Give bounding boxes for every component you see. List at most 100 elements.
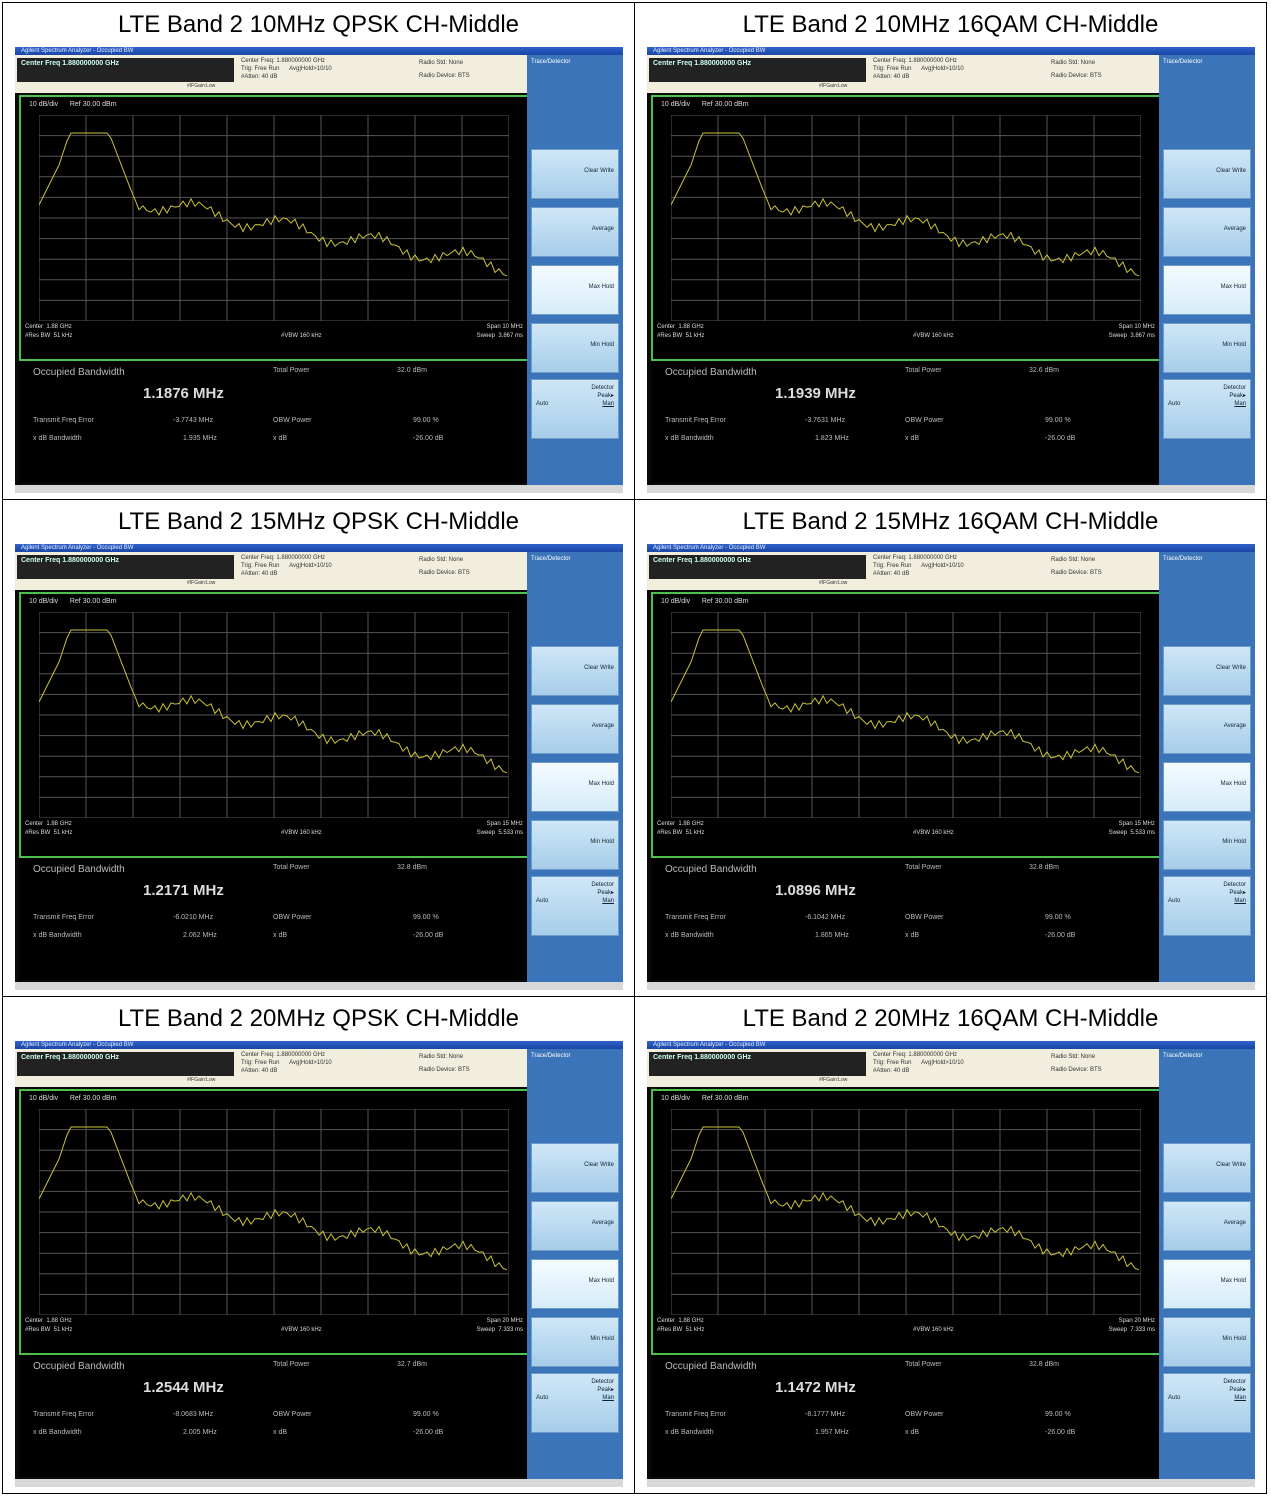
analyzer-screenshot: Agilent Spectrum Analyzer - Occupied BW …	[15, 1041, 623, 1487]
center-freq-block[interactable]: Center Freq 1.880000000 GHz	[649, 58, 866, 82]
clear-write-button[interactable]: Clear Write	[1163, 646, 1251, 696]
average-button[interactable]: Average	[1163, 704, 1251, 754]
obw-power-label: OBW Power	[905, 914, 944, 921]
sweep-label: Sweep 5.533 ms	[476, 830, 523, 836]
detector-button[interactable]: Detector Peak▸ Auto Man	[531, 876, 619, 936]
total-power-label: Total Power	[905, 367, 942, 374]
center-freq-block[interactable]: Center Freq 1.880000000 GHz	[17, 1052, 234, 1076]
min-hold-button[interactable]: Min Hold	[531, 323, 619, 373]
detector-button[interactable]: Detector Peak▸ Auto Man	[1163, 379, 1251, 439]
softkey-menu-title: Trace/Detector	[1163, 1053, 1203, 1059]
freq-error-label: Transmit Freq Error	[33, 914, 94, 921]
status-bar	[647, 982, 1255, 990]
obw-value: 1.1876 MHz	[143, 385, 224, 402]
obw-power-value: 99.00 %	[1045, 914, 1071, 921]
center-label: Center 1.88 GHz	[657, 1318, 704, 1324]
obw-value: 1.2544 MHz	[143, 1379, 224, 1396]
center-freq-block[interactable]: Center Freq 1.880000000 GHz	[17, 555, 234, 579]
clear-write-button[interactable]: Clear Write	[531, 646, 619, 696]
obw-power-value: 99.00 %	[1045, 1411, 1071, 1418]
total-power-label: Total Power	[273, 367, 310, 374]
min-hold-button[interactable]: Min Hold	[1163, 820, 1251, 870]
vbw-label: #VBW 160 kHz	[913, 1327, 954, 1333]
detector-auto: Auto	[536, 898, 549, 904]
obw-value: 1.1472 MHz	[775, 1379, 856, 1396]
ref-level: 10 dB/div Ref 30.00 dBm	[661, 1095, 749, 1102]
detector-button[interactable]: Detector Peak▸ Auto Man	[531, 1373, 619, 1433]
detector-label: Detector	[591, 1379, 614, 1385]
center-label: Center 1.88 GHz	[657, 821, 704, 827]
detector-button[interactable]: Detector Peak▸ Auto Man	[1163, 876, 1251, 936]
min-hold-button[interactable]: Min Hold	[1163, 1317, 1251, 1367]
total-power-label: Total Power	[905, 1361, 942, 1368]
max-hold-button[interactable]: Max Hold	[1163, 1259, 1251, 1309]
detector-auto-man: Auto Man	[1164, 400, 1246, 408]
x-db-bandwidth-value: 1.935 MHz	[183, 435, 217, 442]
x-db-label: x dB	[273, 1429, 288, 1436]
max-hold-button[interactable]: Max Hold	[531, 265, 619, 315]
min-hold-button[interactable]: Min Hold	[1163, 323, 1251, 373]
detector-label: Detector	[1223, 385, 1246, 391]
sweep-label: Sweep 5.533 ms	[1108, 830, 1155, 836]
detector-peak: Peak▸	[597, 890, 614, 896]
detector-button[interactable]: Detector Peak▸ Auto Man	[531, 379, 619, 439]
max-hold-button[interactable]: Max Hold	[531, 1259, 619, 1309]
ref-level: 10 dB/div Ref 30.00 dBm	[29, 101, 117, 108]
vbw-label: #VBW 160 kHz	[281, 1327, 322, 1333]
freq-error-label: Transmit Freq Error	[665, 914, 726, 921]
softkey-panel: Trace/Detector Clear Write Average Max H…	[527, 1049, 623, 1479]
detector-auto-man: Auto Man	[532, 400, 614, 408]
obw-power-value: 99.00 %	[1045, 417, 1071, 424]
detector-man: Man	[1234, 401, 1246, 407]
window-title: Agilent Spectrum Analyzer - Occupied BW	[653, 48, 766, 54]
measurement-panel: Occupied Bandwidth 1.1472 MHz Total Powe…	[651, 1355, 1159, 1477]
freq-error-label: Transmit Freq Error	[33, 1411, 94, 1418]
spectrum-plot: 10 dB/div Ref 30.00 dBm Center 1.88 GHz …	[19, 1089, 529, 1355]
average-button[interactable]: Average	[531, 1201, 619, 1251]
total-power-value: 32.8 dBm	[1029, 864, 1059, 871]
average-button[interactable]: Average	[531, 207, 619, 257]
center-freq-block[interactable]: Center Freq 1.880000000 GHz	[649, 555, 866, 579]
spectrum-trace	[39, 629, 508, 774]
softkey-panel: Trace/Detector Clear Write Average Max H…	[1159, 1049, 1255, 1479]
vbw-label: #VBW 160 kHz	[281, 830, 322, 836]
status-bar	[15, 485, 623, 493]
min-hold-button[interactable]: Min Hold	[531, 1317, 619, 1367]
panel-title: LTE Band 2 10MHz 16QAM CH-Middle	[742, 11, 1159, 38]
center-freq-block[interactable]: Center Freq 1.880000000 GHz	[649, 1052, 866, 1076]
max-hold-button[interactable]: Max Hold	[1163, 265, 1251, 315]
sweep-label: Sweep 7.333 ms	[1108, 1327, 1155, 1333]
x-db-bandwidth-value: 1.957 MHz	[815, 1429, 849, 1436]
panel-title: LTE Band 2 20MHz QPSK CH-Middle	[117, 1005, 520, 1032]
softkey-panel: Trace/Detector Clear Write Average Max H…	[527, 55, 623, 485]
clear-write-button[interactable]: Clear Write	[1163, 149, 1251, 199]
x-db-label: x dB	[905, 1429, 920, 1436]
average-button[interactable]: Average	[1163, 1201, 1251, 1251]
spectrum-plot: 10 dB/div Ref 30.00 dBm Center 1.88 GHz …	[19, 592, 529, 858]
measurement-panel: Occupied Bandwidth 1.0896 MHz Total Powe…	[651, 858, 1159, 980]
clear-write-button[interactable]: Clear Write	[531, 149, 619, 199]
average-button[interactable]: Average	[531, 704, 619, 754]
spectrum-graticule	[39, 115, 509, 321]
center-label: Center 1.88 GHz	[25, 324, 72, 330]
panel-title: LTE Band 2 20MHz 16QAM CH-Middle	[742, 1005, 1159, 1032]
trigger-info: Center Freq: 1.880000000 GHz Trig: Free …	[873, 58, 964, 80]
average-button[interactable]: Average	[1163, 207, 1251, 257]
center-freq-block[interactable]: Center Freq 1.880000000 GHz	[17, 58, 234, 82]
softkey-menu-title: Trace/Detector	[1163, 556, 1203, 562]
max-hold-button[interactable]: Max Hold	[1163, 762, 1251, 812]
measurement-panel: Occupied Bandwidth 1.1939 MHz Total Powe…	[651, 361, 1159, 483]
min-hold-button[interactable]: Min Hold	[531, 820, 619, 870]
max-hold-button[interactable]: Max Hold	[531, 762, 619, 812]
detector-button[interactable]: Detector Peak▸ Auto Man	[1163, 1373, 1251, 1433]
clear-write-button[interactable]: Clear Write	[1163, 1143, 1251, 1193]
freq-error-label: Transmit Freq Error	[665, 1411, 726, 1418]
settings-header: Center Freq 1.880000000 GHz Center Freq:…	[647, 552, 1159, 590]
detector-peak: Peak▸	[1229, 393, 1246, 399]
x-db-bandwidth-label: x dB Bandwidth	[665, 932, 714, 939]
clear-write-button[interactable]: Clear Write	[531, 1143, 619, 1193]
total-power-label: Total Power	[273, 1361, 310, 1368]
span-label: Span 15 MHz	[1118, 821, 1155, 827]
window-titlebar: Agilent Spectrum Analyzer - Occupied BW	[647, 47, 1255, 55]
obw-power-value: 99.00 %	[413, 914, 439, 921]
